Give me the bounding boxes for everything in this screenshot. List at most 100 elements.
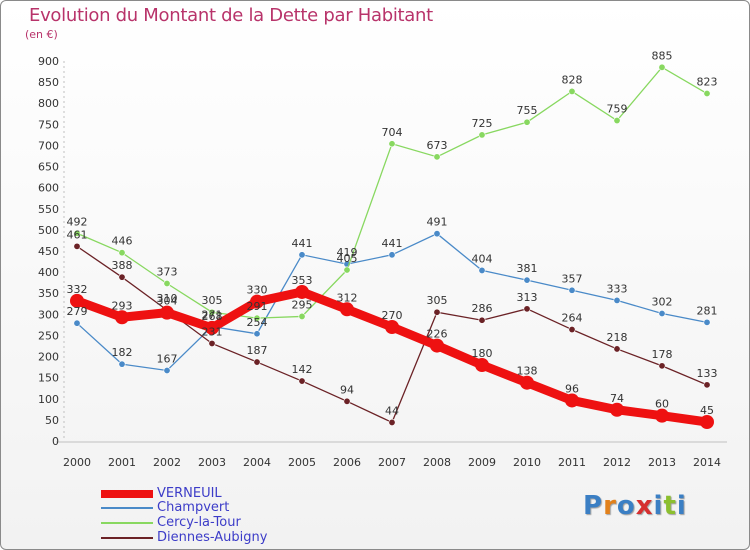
x-tick-label: 2009 [468, 456, 496, 469]
data-point-diennes-aubigny [298, 377, 306, 385]
logo-letter: i [653, 491, 664, 521]
data-point-champvert [568, 286, 576, 294]
x-tick-label: 2000 [63, 456, 91, 469]
legend-label-cercy-la-tour: Cercy-la-Tour [157, 515, 241, 530]
data-point-cercy-la-tour [613, 117, 621, 125]
data-label-champvert: 333 [607, 282, 628, 295]
y-tick-label: 0 [52, 435, 59, 448]
data-label-diennes-aubigny: 142 [292, 363, 313, 376]
data-point-verneuil [700, 415, 714, 429]
data-label-cercy-la-tour: 755 [517, 104, 538, 117]
data-point-cercy-la-tour [388, 140, 396, 148]
data-point-diennes-aubigny [433, 308, 441, 316]
data-label-diennes-aubigny: 231 [202, 325, 223, 338]
data-label-cercy-la-tour: 704 [382, 126, 403, 139]
data-point-champvert [478, 266, 486, 274]
data-label-verneuil: 138 [517, 365, 538, 378]
data-point-diennes-aubigny [568, 326, 576, 334]
data-label-verneuil: 268 [202, 310, 223, 323]
legend-item-champvert[interactable]: Champvert [101, 500, 229, 515]
data-label-verneuil: 293 [112, 299, 133, 312]
y-tick-label: 150 [38, 372, 59, 385]
data-label-verneuil: 270 [382, 309, 403, 322]
data-point-diennes-aubigny [208, 339, 216, 347]
y-tick-label: 850 [38, 76, 59, 89]
data-point-cercy-la-tour [253, 314, 261, 322]
data-point-diennes-aubigny [343, 397, 351, 405]
data-point-verneuil [565, 393, 579, 408]
data-label-cercy-la-tour: 291 [247, 300, 268, 313]
y-tick-label: 700 [38, 139, 59, 152]
data-point-verneuil [295, 284, 309, 299]
legend-item-diennes-aubigny[interactable]: Diennes-Aubigny [101, 530, 267, 545]
data-point-cercy-la-tour [343, 266, 351, 274]
data-point-champvert [388, 251, 396, 259]
data-point-champvert [703, 318, 711, 326]
data-label-verneuil: 332 [67, 283, 88, 296]
data-point-verneuil [160, 305, 174, 320]
data-label-champvert: 279 [67, 305, 88, 318]
data-point-champvert [163, 366, 171, 374]
y-tick-label: 100 [38, 393, 59, 406]
data-label-verneuil: 304 [157, 295, 178, 308]
data-label-cercy-la-tour: 823 [697, 76, 718, 89]
data-label-diennes-aubigny: 133 [697, 367, 718, 380]
data-label-diennes-aubigny: 94 [340, 383, 354, 396]
data-label-verneuil: 180 [472, 347, 493, 360]
x-tick-label: 2001 [108, 456, 136, 469]
x-tick-label: 2010 [513, 456, 541, 469]
logo-letter: r [603, 491, 617, 521]
data-label-diennes-aubigny: 388 [112, 259, 133, 272]
data-label-verneuil: 226 [427, 328, 448, 341]
data-label-diennes-aubigny: 305 [427, 294, 448, 307]
data-point-champvert [253, 330, 261, 338]
data-point-verneuil [385, 320, 399, 334]
data-point-cercy-la-tour [433, 153, 441, 161]
data-label-cercy-la-tour: 673 [427, 139, 448, 152]
data-label-verneuil: 330 [247, 284, 268, 297]
proxiti-logo: Proxiti [583, 491, 687, 521]
data-point-verneuil [70, 293, 84, 308]
x-tick-label: 2003 [198, 456, 226, 469]
x-tick-label: 2004 [243, 456, 271, 469]
legend-item-verneuil[interactable]: VERNEUIL [101, 486, 222, 501]
x-tick-label: 2008 [423, 456, 451, 469]
data-label-diennes-aubigny: 44 [385, 404, 399, 417]
data-point-champvert [613, 296, 621, 304]
legend-swatch-champvert [101, 506, 153, 509]
data-point-champvert [73, 319, 81, 327]
data-label-cercy-la-tour: 373 [157, 266, 178, 279]
data-point-diennes-aubigny [658, 362, 666, 370]
data-label-champvert: 302 [652, 295, 673, 308]
data-point-champvert [433, 230, 441, 238]
y-tick-label: 250 [38, 329, 59, 342]
data-label-cercy-la-tour: 405 [337, 252, 358, 265]
data-label-champvert: 441 [382, 237, 403, 250]
y-tick-label: 50 [45, 414, 59, 427]
logo-letter: t [663, 491, 677, 521]
y-tick-label: 200 [38, 351, 59, 364]
y-tick-label: 750 [38, 118, 59, 131]
y-tick-label: 450 [38, 245, 59, 258]
data-label-cercy-la-tour: 885 [652, 49, 673, 62]
y-tick-label: 500 [38, 224, 59, 237]
data-label-champvert: 281 [697, 304, 718, 317]
data-label-cercy-la-tour: 446 [112, 235, 133, 248]
data-label-diennes-aubigny: 178 [652, 348, 673, 361]
legend-label-diennes-aubigny: Diennes-Aubigny [157, 530, 268, 545]
data-point-cercy-la-tour [703, 90, 711, 98]
legend-item-cercy-la-tour[interactable]: Cercy-la-Tour [101, 515, 241, 530]
data-label-verneuil: 74 [610, 392, 624, 405]
data-label-cercy-la-tour: 725 [472, 117, 493, 130]
data-point-verneuil [430, 338, 444, 353]
x-tick-label: 2006 [333, 456, 361, 469]
y-tick-label: 300 [38, 308, 59, 321]
data-point-diennes-aubigny [253, 358, 261, 366]
data-point-diennes-aubigny [478, 316, 486, 324]
data-point-verneuil [655, 408, 669, 423]
legend-swatch-diennes-aubigny [101, 536, 153, 539]
data-label-champvert: 404 [472, 252, 493, 265]
data-point-verneuil [205, 320, 219, 335]
